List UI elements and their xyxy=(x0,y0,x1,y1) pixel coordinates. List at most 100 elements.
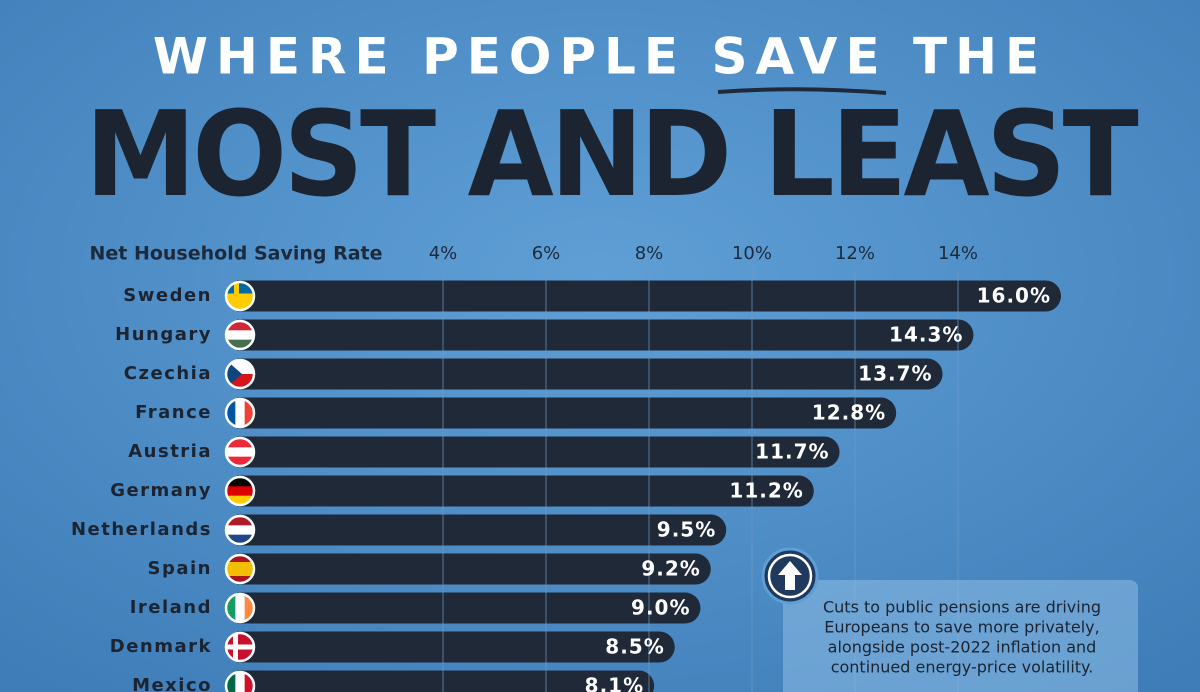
flag xyxy=(224,397,256,429)
stripe xyxy=(226,594,236,622)
flag-body xyxy=(226,477,254,505)
stripe xyxy=(235,594,246,622)
annotation-line: Europeans to save more privately, xyxy=(824,618,1099,637)
stripe xyxy=(226,296,254,310)
flag-ring xyxy=(224,280,256,312)
flag xyxy=(224,514,256,546)
y-tick-label: France xyxy=(135,402,212,423)
stripe xyxy=(235,672,246,692)
flag-ring xyxy=(224,397,256,429)
flag-body xyxy=(226,672,254,692)
bar xyxy=(237,553,711,585)
y-tick-label: Netherlands xyxy=(71,519,212,540)
flag-ring xyxy=(224,319,256,351)
axis-label: Net Household Saving Rate xyxy=(89,243,382,265)
value-label: 12.8% xyxy=(812,401,886,425)
bar xyxy=(237,358,943,390)
value-label: 8.1% xyxy=(585,674,644,692)
annotation-line: continued energy-price volatility. xyxy=(831,658,1094,677)
y-tick-label: Czechia xyxy=(124,363,212,384)
flag xyxy=(224,436,256,468)
value-label: 9.2% xyxy=(641,557,700,581)
flag-body xyxy=(226,399,254,427)
x-tick-label: 10% xyxy=(732,243,772,264)
x-tick-label: 14% xyxy=(938,243,978,264)
flag xyxy=(224,358,256,390)
y-tick-label: Ireland xyxy=(130,597,212,618)
stripe xyxy=(244,399,254,427)
flag-ring xyxy=(224,631,256,663)
value-label: 14.3% xyxy=(889,323,963,347)
flag-ring xyxy=(224,514,256,546)
x-tick-label: 4% xyxy=(429,243,458,264)
y-tick-label: Denmark xyxy=(110,636,212,657)
y-tick-label: Hungary xyxy=(115,324,212,345)
bar xyxy=(237,280,1061,312)
flag-ring xyxy=(224,592,256,624)
bar xyxy=(237,397,897,429)
bar xyxy=(237,592,701,624)
value-label: 9.5% xyxy=(657,518,716,542)
flag xyxy=(224,631,256,663)
value-label: 9.0% xyxy=(631,596,690,620)
underline xyxy=(717,87,887,95)
stripe xyxy=(226,293,254,299)
flag-ring xyxy=(224,553,256,585)
stripe xyxy=(226,534,254,544)
stripe xyxy=(226,516,254,526)
value-label: 8.5% xyxy=(605,635,664,659)
value-label: 13.7% xyxy=(858,362,932,386)
flag-ring xyxy=(224,475,256,507)
title-big: MOST AND LEAST xyxy=(85,85,1138,223)
flag xyxy=(224,280,256,312)
flag xyxy=(224,319,256,351)
plot: 4% 6% 8% 10% 12% 14% Sweden Hungary Czechia Franc… xyxy=(71,243,1061,692)
y-tick-label: Mexico xyxy=(132,675,212,692)
y-tick-label: Germany xyxy=(110,480,212,501)
y-tick-label: Austria xyxy=(128,441,212,462)
annotation-box xyxy=(783,580,1138,692)
stripe xyxy=(226,330,254,341)
flag xyxy=(224,475,256,507)
bar xyxy=(237,319,974,351)
arrow-ring xyxy=(767,553,813,599)
stripe xyxy=(226,399,236,427)
stripe xyxy=(226,447,254,458)
y-tick-label: Spain xyxy=(148,558,212,579)
value-label: 16.0% xyxy=(977,284,1051,308)
bar xyxy=(237,670,655,692)
flag-ring xyxy=(224,358,256,390)
stripe xyxy=(226,644,254,650)
x-tick-label: 12% xyxy=(835,243,875,264)
x-tick-label: 6% xyxy=(532,243,561,264)
stripe xyxy=(226,438,254,448)
bar xyxy=(237,475,814,507)
title: WHERE PEOPLE SAVE THE xyxy=(153,28,1047,86)
stripe xyxy=(235,399,246,427)
stripe xyxy=(226,360,242,388)
flag-body xyxy=(226,594,254,622)
y-tick-label: Sweden xyxy=(123,285,212,306)
bar xyxy=(237,514,727,546)
flag xyxy=(224,592,256,624)
annotation-line: Cuts to public pensions are driving xyxy=(823,598,1101,617)
arrow xyxy=(778,561,802,590)
annotation: Cuts to public pensions are drivingEurop… xyxy=(823,598,1101,677)
flag-body xyxy=(226,321,254,349)
bar xyxy=(237,436,840,468)
flag-ring xyxy=(224,436,256,468)
bars xyxy=(237,280,1061,692)
x-tick-label: 8% xyxy=(635,243,664,264)
stripe xyxy=(226,477,254,487)
flag xyxy=(224,670,256,692)
bar xyxy=(237,631,675,663)
stripe xyxy=(226,339,254,349)
flag-ring xyxy=(224,670,256,692)
annotation-line: alongside post-2022 inflation and xyxy=(828,638,1097,657)
stripe xyxy=(226,525,254,536)
flag-body xyxy=(226,438,254,466)
value-label: 11.2% xyxy=(729,479,803,503)
value-label: 11.7% xyxy=(755,440,829,464)
